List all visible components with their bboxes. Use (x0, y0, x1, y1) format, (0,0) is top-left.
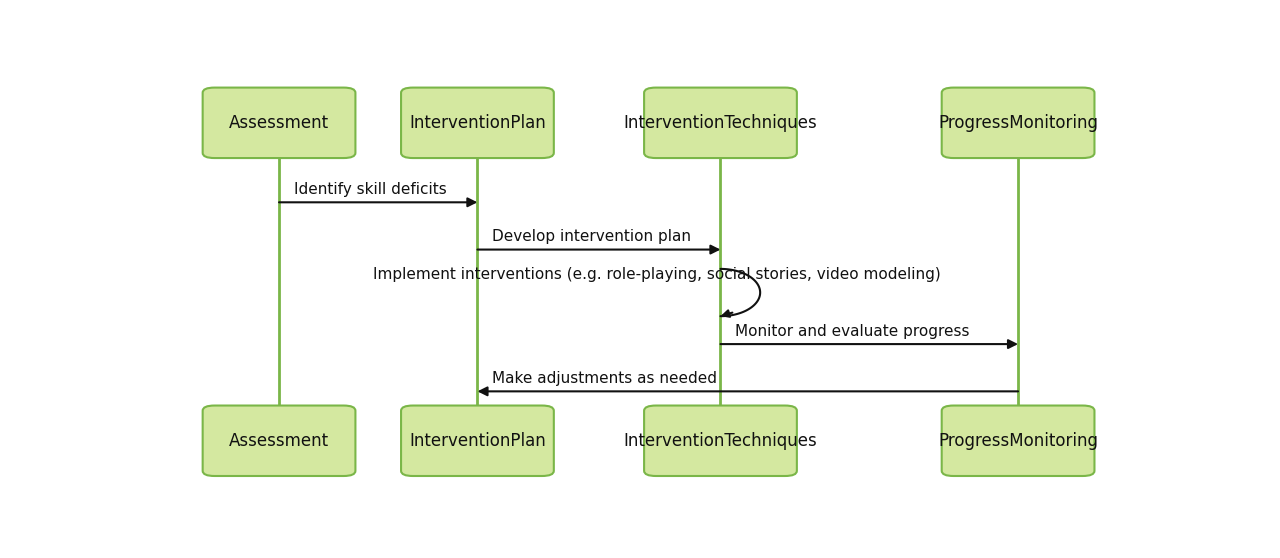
FancyBboxPatch shape (401, 406, 554, 476)
Text: ProgressMonitoring: ProgressMonitoring (938, 432, 1098, 450)
FancyBboxPatch shape (202, 406, 356, 476)
FancyBboxPatch shape (942, 88, 1094, 158)
Text: InterventionPlan: InterventionPlan (410, 432, 545, 450)
Text: ProgressMonitoring: ProgressMonitoring (938, 114, 1098, 132)
Text: InterventionTechniques: InterventionTechniques (623, 432, 818, 450)
Text: Identify skill deficits: Identify skill deficits (294, 182, 447, 197)
Text: Develop intervention plan: Develop intervention plan (493, 229, 691, 244)
FancyBboxPatch shape (401, 88, 554, 158)
Text: Monitor and evaluate progress: Monitor and evaluate progress (735, 324, 970, 339)
FancyBboxPatch shape (942, 406, 1094, 476)
Text: Make adjustments as needed: Make adjustments as needed (493, 371, 717, 386)
Text: Assessment: Assessment (229, 114, 329, 132)
FancyBboxPatch shape (202, 88, 356, 158)
FancyBboxPatch shape (644, 88, 797, 158)
FancyBboxPatch shape (644, 406, 797, 476)
Text: Implement interventions (e.g. role-playing, social stories, video modeling): Implement interventions (e.g. role-playi… (374, 267, 941, 282)
Text: InterventionPlan: InterventionPlan (410, 114, 545, 132)
Text: InterventionTechniques: InterventionTechniques (623, 114, 818, 132)
Text: Assessment: Assessment (229, 432, 329, 450)
